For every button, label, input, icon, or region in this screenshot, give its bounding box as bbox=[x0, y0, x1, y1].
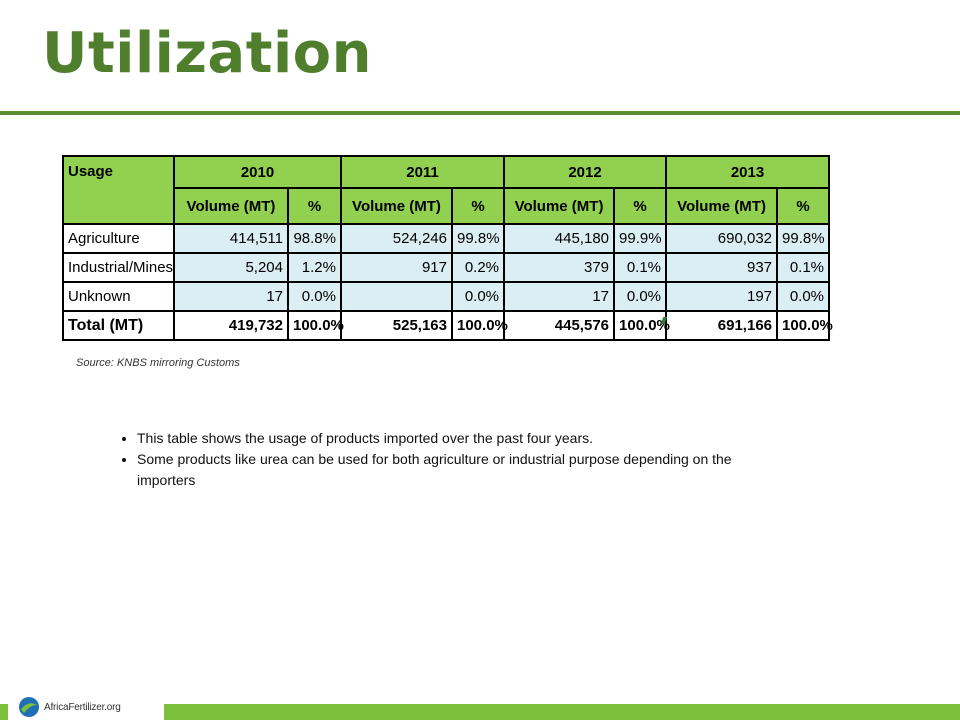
total-cell: 445,576 bbox=[503, 310, 616, 341]
pct-header: % bbox=[613, 187, 668, 225]
table-cell: 197 bbox=[665, 281, 779, 312]
table-cell: 17 bbox=[173, 281, 289, 312]
table-cell: 1.2% bbox=[287, 252, 342, 283]
volume-header: Volume (MT) bbox=[173, 187, 289, 225]
table-cell: 5,204 bbox=[173, 252, 289, 283]
table-row: Agriculture 414,511 98.8% 524,246 99.8% … bbox=[62, 223, 831, 254]
year-header: 2013 bbox=[665, 155, 831, 189]
total-cell: 691,166 bbox=[665, 310, 779, 341]
footer-bar bbox=[0, 704, 960, 720]
pct-header: % bbox=[776, 187, 831, 225]
row-label: Unknown bbox=[62, 281, 175, 312]
table-row: Industrial/Mines 5,204 1.2% 917 0.2% 379… bbox=[62, 252, 831, 283]
table-cell: 98.8% bbox=[287, 223, 342, 254]
table-cell: 0.0% bbox=[450, 281, 506, 312]
table-cell: 0.2% bbox=[450, 252, 506, 283]
total-row: Total (MT) 419,732 100.0% 525,163 100.0%… bbox=[62, 310, 833, 341]
logo-text: AfricaFertilizer.org bbox=[44, 701, 121, 713]
table-cell: 414,511 bbox=[173, 223, 289, 254]
table-cell bbox=[340, 281, 453, 312]
globe-logo-icon bbox=[19, 697, 39, 717]
table-cell: 524,246 bbox=[340, 223, 453, 254]
table-cell: 0.0% bbox=[287, 281, 342, 312]
table-cell: 445,180 bbox=[503, 223, 616, 254]
table-cell: 99.8% bbox=[450, 223, 506, 254]
year-header: 2011 bbox=[339, 155, 506, 189]
note-item: This table shows the usage of products i… bbox=[137, 428, 737, 449]
usage-table: Usage 2010 2011 2012 2013 Volume (MT) % … bbox=[62, 155, 833, 341]
total-cell: 100.0% bbox=[450, 310, 508, 341]
notes-list: This table shows the usage of products i… bbox=[115, 428, 737, 491]
table-cell: 0.0% bbox=[776, 281, 831, 312]
table-cell: 99.8% bbox=[776, 223, 831, 254]
table-cell: 917 bbox=[340, 252, 453, 283]
total-cell: 525,163 bbox=[340, 310, 453, 341]
total-cell: 100.0% bbox=[287, 310, 344, 341]
table-cell: 17 bbox=[503, 281, 616, 312]
volume-header: Volume (MT) bbox=[503, 187, 616, 225]
total-cell: 100.0% bbox=[613, 310, 670, 341]
volume-header: Volume (MT) bbox=[340, 187, 453, 225]
table-row: Unknown 17 0.0% 0.0% 17 0.0% 197 0.0% bbox=[62, 281, 831, 312]
total-cell: 100.0% bbox=[776, 310, 833, 341]
title-divider bbox=[0, 111, 960, 115]
total-label: Total (MT) bbox=[62, 310, 175, 341]
note-item: Some products like urea can be used for … bbox=[137, 449, 737, 491]
table-cell: 99.9% bbox=[613, 223, 668, 254]
total-cell: 419,732 bbox=[173, 310, 289, 341]
table-cell: 379 bbox=[503, 252, 616, 283]
volume-header: Volume (MT) bbox=[665, 187, 779, 225]
pct-header: % bbox=[450, 187, 506, 225]
year-header: 2012 bbox=[503, 155, 668, 189]
row-label: Industrial/Mines bbox=[62, 252, 175, 283]
table-cell: 0.0% bbox=[613, 281, 668, 312]
pct-header: % bbox=[287, 187, 342, 225]
usage-header: Usage bbox=[62, 155, 175, 225]
table-cell: 937 bbox=[665, 252, 779, 283]
table-cell: 690,032 bbox=[665, 223, 779, 254]
table-cell: 0.1% bbox=[776, 252, 831, 283]
footer-logo: AfricaFertilizer.org bbox=[8, 694, 164, 720]
year-header: 2010 bbox=[173, 155, 342, 189]
row-label: Agriculture bbox=[62, 223, 175, 254]
page-title: Utilization bbox=[42, 21, 373, 86]
source-note: Source: KNBS mirroring Customs bbox=[76, 357, 240, 369]
table-cell: 0.1% bbox=[613, 252, 668, 283]
